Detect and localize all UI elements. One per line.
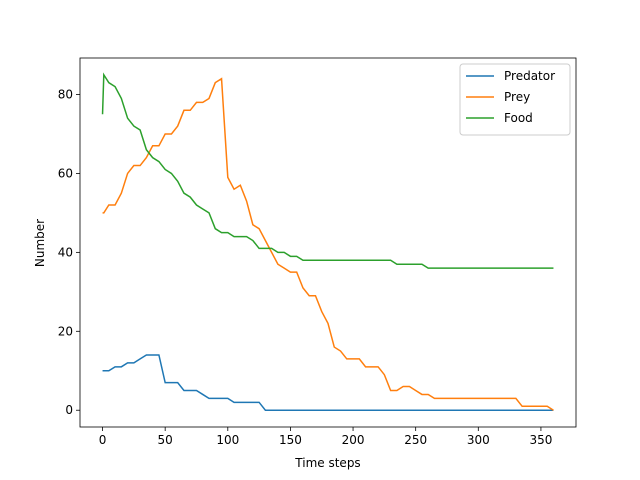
legend-label: Food — [504, 111, 533, 125]
series-line — [101, 72, 554, 269]
legend-label: Predator — [504, 69, 555, 83]
x-tick-label: 350 — [529, 433, 552, 447]
x-tick-label: 0 — [99, 433, 107, 447]
series-line — [102, 77, 554, 411]
x-tick-label: 300 — [467, 433, 490, 447]
y-axis-label: Number — [33, 219, 47, 267]
x-tick-label: 50 — [158, 433, 173, 447]
x-tick-label: 150 — [279, 433, 302, 447]
y-tick-label: 20 — [58, 324, 73, 338]
y-tick-label: 80 — [58, 88, 73, 102]
x-axis-label: Time steps — [294, 456, 360, 470]
y-tick-label: 60 — [58, 166, 73, 180]
legend-label: Prey — [504, 90, 530, 104]
x-tick-label: 250 — [404, 433, 427, 447]
y-tick-label: 0 — [65, 403, 73, 417]
plot-frame — [79, 57, 577, 428]
y-tick-label: 40 — [58, 245, 73, 259]
x-tick-label: 200 — [342, 433, 365, 447]
x-tick-label: 100 — [216, 433, 239, 447]
series-line — [102, 354, 554, 411]
